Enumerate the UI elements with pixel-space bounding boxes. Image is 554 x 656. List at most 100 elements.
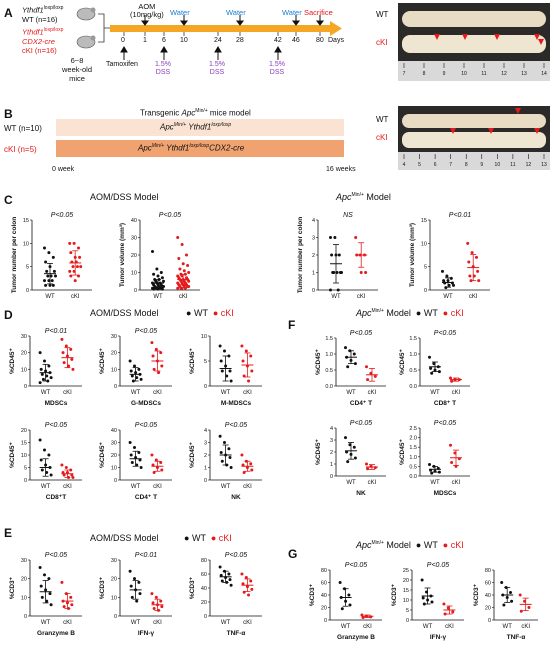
group-wt-label: Ythdf1loxp/loxp WT (n=16) <box>22 5 64 24</box>
y-axis-label: Tumor number per colon <box>11 217 18 293</box>
category-label: WT <box>41 620 51 626</box>
data-point-wt <box>449 276 453 280</box>
data-point-cki <box>241 359 245 363</box>
data-point-wt <box>52 269 56 273</box>
data-point-wt <box>139 466 143 469</box>
data-point-cki <box>71 367 75 371</box>
category-label: WT <box>443 294 453 300</box>
data-point-wt <box>44 260 48 264</box>
y-tick-label: 10 <box>111 367 117 373</box>
category-label: cKI <box>63 484 72 490</box>
water-label-2: Water <box>226 8 246 17</box>
data-point-wt <box>347 593 351 597</box>
y-tick-label: 2.0 <box>409 436 417 442</box>
y-tick-label: 10 <box>111 595 117 601</box>
y-tick-label: 2.5 <box>409 426 417 432</box>
data-point-wt <box>452 283 455 287</box>
data-point-wt <box>159 271 163 274</box>
category-label: WT <box>131 484 141 490</box>
category-label: cKI <box>357 294 366 300</box>
panel-label-c: C <box>4 193 13 207</box>
significance-label: NS <box>343 212 353 219</box>
x-axis-label: TNF-α <box>507 634 526 641</box>
scatter-plot-e1: 0 10 20 30 %CD3⁺ P<0.05 Granzyme B WT cKI <box>9 552 82 637</box>
y-tick-label: 20 <box>403 578 409 584</box>
data-point-cki <box>176 236 180 239</box>
data-point-wt <box>162 279 165 283</box>
data-point-cki <box>240 453 244 457</box>
y-tick-label: 0 <box>114 384 117 390</box>
y-tick-label: 4 <box>312 218 315 224</box>
colon-photo-b <box>398 106 550 170</box>
data-point-wt <box>152 272 156 276</box>
panel-label-e: E <box>4 526 13 540</box>
data-point-wt <box>223 441 226 444</box>
ruler-tick-label: 7 <box>449 162 452 168</box>
data-point-wt <box>160 276 164 280</box>
significance-label: P<0.05 <box>135 422 157 429</box>
y-axis-label: %CD3⁺ <box>391 583 398 606</box>
scatter-plot-d5: 0 10 20 30 40 %CD45⁺ P<0.05 CD4⁺ T WT cKI <box>99 422 172 501</box>
data-point-cki <box>72 241 76 245</box>
category-label: WT <box>346 480 356 486</box>
significance-label: P<0.01 <box>135 552 157 559</box>
data-point-wt <box>129 453 133 457</box>
data-point-cki <box>468 274 472 278</box>
data-point-wt <box>502 603 506 607</box>
data-point-wt <box>219 573 223 577</box>
x-axis-label: IFN-γ <box>430 634 447 641</box>
y-axis-label: %CD45⁺ <box>9 442 16 468</box>
y-tick-label: 10 <box>21 367 27 373</box>
dss-label-2: 1.5% DSS <box>209 61 225 76</box>
y-axis-label: Tumor volume (mm³) <box>119 223 126 287</box>
data-point-cki <box>157 371 161 375</box>
y-axis-label: Tumor number per colon <box>297 217 304 293</box>
data-point-wt <box>219 359 223 363</box>
data-point-wt <box>130 595 134 599</box>
data-point-wt <box>49 603 53 607</box>
b-wt-label: WT (n=10) <box>4 124 42 133</box>
category-label: WT <box>221 620 231 626</box>
data-point-cki <box>154 347 158 351</box>
data-point-wt <box>139 377 143 381</box>
data-point-wt <box>38 438 42 442</box>
data-point-cki <box>364 271 368 274</box>
data-point-cki <box>150 453 154 457</box>
y-tick-label: 10 <box>131 271 137 277</box>
y-tick-label: 0.0 <box>325 384 333 390</box>
y-axis-label: %CD45⁺ <box>9 348 16 374</box>
significance-label: P<0.05 <box>225 422 247 429</box>
data-point-wt <box>227 572 231 576</box>
data-point-cki <box>152 367 156 371</box>
treatment-arrows <box>120 46 282 60</box>
data-point-wt <box>128 569 132 573</box>
data-point-cki <box>475 255 478 259</box>
data-point-wt <box>445 274 449 278</box>
data-point-wt <box>44 283 48 287</box>
colon-cki-b <box>402 132 546 148</box>
ruler-tick-label: 10 <box>461 71 467 77</box>
day-6: 6 <box>162 37 166 44</box>
significance-label: P<0.05 <box>45 552 67 559</box>
photo-b-wt-label: WT <box>376 115 389 124</box>
d-legend: ● WT ● cKI <box>186 308 234 318</box>
data-point-wt <box>332 271 336 274</box>
ruler-tick-label: 8 <box>423 71 426 77</box>
category-label: WT <box>221 484 231 490</box>
category-label: WT <box>430 390 440 396</box>
category-label: WT <box>341 624 351 630</box>
data-point-wt <box>137 367 141 371</box>
data-point-cki <box>60 337 64 341</box>
b-cki-genotype: ApcMin/+ Ythdf1loxp/loxpCDX2-cre <box>138 143 245 153</box>
data-point-wt <box>219 451 223 454</box>
scatter-plot-f1: 0.0 0.5 1.0 1.5 %CD45⁺ P<0.05 CD4⁺ T WT cKI <box>315 330 386 407</box>
y-tick-label: 80 <box>485 568 491 574</box>
category-label: WT <box>45 294 55 300</box>
x-axis-label: TNF-α <box>227 630 246 637</box>
y-tick-label: 40 <box>485 593 491 599</box>
category-label: WT <box>331 294 341 300</box>
significance-label: P<0.05 <box>45 422 67 429</box>
y-tick-label: 0 <box>24 478 27 484</box>
y-tick-label: 15 <box>21 441 27 447</box>
